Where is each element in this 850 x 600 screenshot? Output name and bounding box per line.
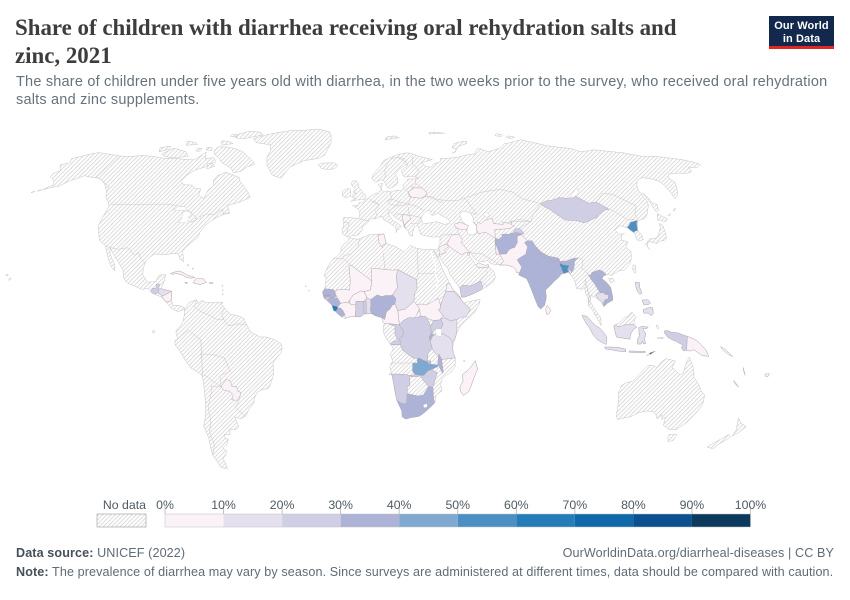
- svg-text:0%: 0%: [156, 498, 174, 512]
- svg-text:60%: 60%: [504, 498, 529, 512]
- svg-text:40%: 40%: [387, 498, 412, 512]
- svg-text:30%: 30%: [328, 498, 353, 512]
- svg-text:100%: 100%: [735, 498, 767, 512]
- svg-text:No data: No data: [103, 498, 146, 512]
- svg-text:50%: 50%: [445, 498, 470, 512]
- svg-text:10%: 10%: [211, 498, 236, 512]
- svg-text:20%: 20%: [270, 498, 295, 512]
- svg-text:90%: 90%: [680, 498, 705, 512]
- svg-text:70%: 70%: [563, 498, 588, 512]
- svg-text:80%: 80%: [621, 498, 646, 512]
